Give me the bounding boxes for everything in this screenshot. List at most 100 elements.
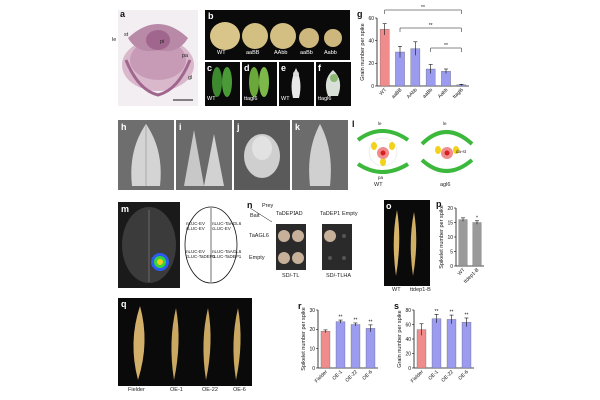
panel-label-h: h	[121, 122, 127, 132]
panel-label-g: g	[357, 9, 363, 19]
chart-g: 0 20 40 60 Grain number per spike g WT aaBB AAbb…	[355, 4, 475, 112]
significance-label: **	[339, 315, 343, 321]
x-tick-label: ttagl6	[452, 87, 465, 100]
x-tick-label: OE-1	[331, 369, 344, 382]
significance-label: **	[465, 312, 469, 318]
panel-label-l: l	[352, 119, 355, 129]
genotype-wt: WT	[217, 50, 226, 56]
y-tick-label: 20	[368, 61, 374, 67]
genotype-aabb-2: AAbb	[274, 50, 288, 56]
chart-s: 0 20 40 60 80 Grain number per spike s Fielder *…	[392, 296, 480, 396]
bar	[365, 328, 376, 369]
y-axis-label: Grain number per spike	[397, 310, 403, 367]
n-medium-1: SD/-TL	[282, 273, 300, 279]
grain-piles-image	[210, 22, 342, 50]
yeast-two-hybrid-grid	[249, 207, 352, 270]
significance-label: *	[476, 215, 478, 221]
quadrant-2: nLUC-TaAGL6 cLUC-EV	[212, 221, 242, 231]
panel-label-j: j	[237, 122, 240, 132]
l-right-caption: agl6	[440, 182, 451, 188]
significance-bracket	[430, 47, 462, 52]
x-tick-label: aaBb	[422, 87, 435, 100]
caption-f: ttagl6	[318, 96, 332, 102]
panel-a	[118, 10, 198, 106]
chart-r: 0 10 20 30 Spikelet number per spike r Fielder…	[296, 296, 384, 396]
panel-n	[246, 200, 380, 292]
y-tick-label: 0	[312, 366, 315, 372]
y-tick-label: 20	[405, 351, 411, 357]
n-col-tadep1-2: TaDEP1	[320, 211, 341, 217]
quadrant-4: nLUC-TaAGL6 cLUC-TaDEP1	[212, 249, 242, 259]
x-tick-label: WT	[457, 267, 467, 277]
chart-p: 0 5 10 15 20 Spikelet number per spike p WT * ttd…	[434, 198, 488, 294]
l-label-le-wt: le	[378, 121, 382, 126]
significance-label: **	[369, 319, 373, 325]
y-tick-label: 40	[405, 337, 411, 343]
q-caption-oe22: OE-22	[202, 387, 218, 393]
y-tick-label: 40	[368, 38, 374, 44]
panel-label-p: p	[436, 199, 442, 209]
bar	[350, 324, 361, 369]
x-tick-label: AAbb	[406, 87, 419, 100]
x-tick-label: aaBB	[391, 87, 404, 100]
caption-e: WT	[281, 96, 290, 102]
y-tick-label: 60	[405, 322, 411, 328]
panel-label-n: n	[247, 200, 253, 210]
significance-label: **	[429, 23, 433, 29]
q-caption-oe6: OE-6	[233, 387, 246, 393]
bar	[446, 319, 457, 369]
panel-label-m: m	[121, 204, 130, 214]
panel-label-r: r	[298, 301, 302, 311]
annotation-pi: pi	[160, 39, 165, 45]
n-row-taagl6: TaAGL6	[249, 233, 269, 239]
quadrant-3: nLUC-EV cLUC-TaDEP1	[186, 249, 216, 259]
annotation-le: le	[112, 37, 117, 43]
significance-label: **	[435, 309, 439, 315]
panel-e	[279, 62, 314, 106]
l-label-le-agl6: le	[443, 121, 447, 126]
x-tick-label: OE-6	[361, 369, 374, 382]
significance-bracket	[384, 9, 462, 14]
significance-label: **	[450, 310, 454, 316]
y-axis-label: Grain number per spike	[360, 23, 366, 80]
n-medium-2: SD/-TLHA	[326, 273, 352, 279]
panel-c	[205, 62, 240, 106]
histology-image	[122, 24, 194, 101]
panel-f	[316, 62, 351, 106]
bar	[461, 322, 472, 369]
x-tick-label: ttdep1-B	[463, 267, 481, 285]
y-tick-label: 0	[408, 366, 411, 372]
panel-label-i: i	[179, 122, 182, 132]
panel-m-layout	[183, 204, 239, 286]
panel-label-f: f	[318, 63, 321, 73]
y-tick-label: 20	[309, 327, 315, 333]
y-tick-label: 60	[368, 16, 374, 22]
genotype-aabb-3: aaBb	[300, 50, 313, 56]
y-tick-label: 0	[450, 264, 453, 270]
genotype-aabb-4: Aabb	[324, 50, 337, 56]
q-caption-fielder: Fielder	[128, 387, 145, 393]
bar	[335, 321, 346, 369]
x-tick-label: OE-1	[427, 369, 440, 382]
bar	[472, 222, 482, 267]
caption-d: ttagl6	[244, 96, 258, 102]
y-tick-label: 15	[447, 220, 453, 226]
spike-photo-o	[393, 210, 417, 276]
annotation-st: st	[124, 32, 129, 38]
panel-d	[242, 62, 277, 106]
n-col-tadep1-1: TaDEP1	[276, 211, 297, 217]
panel-label-a: a	[120, 9, 126, 19]
x-tick-label: Fielder	[314, 369, 329, 384]
panel-b	[205, 10, 350, 60]
significance-label: **	[421, 5, 425, 11]
panel-o	[384, 200, 430, 286]
o-caption-wt: WT	[392, 287, 401, 293]
panel-label-q: q	[121, 299, 127, 309]
panel-i	[176, 120, 232, 190]
panel-l	[352, 120, 482, 192]
n-col-ad: AD	[295, 211, 303, 217]
significance-bracket	[399, 27, 462, 32]
y-tick-label: 30	[309, 308, 315, 314]
panel-h	[118, 120, 174, 190]
